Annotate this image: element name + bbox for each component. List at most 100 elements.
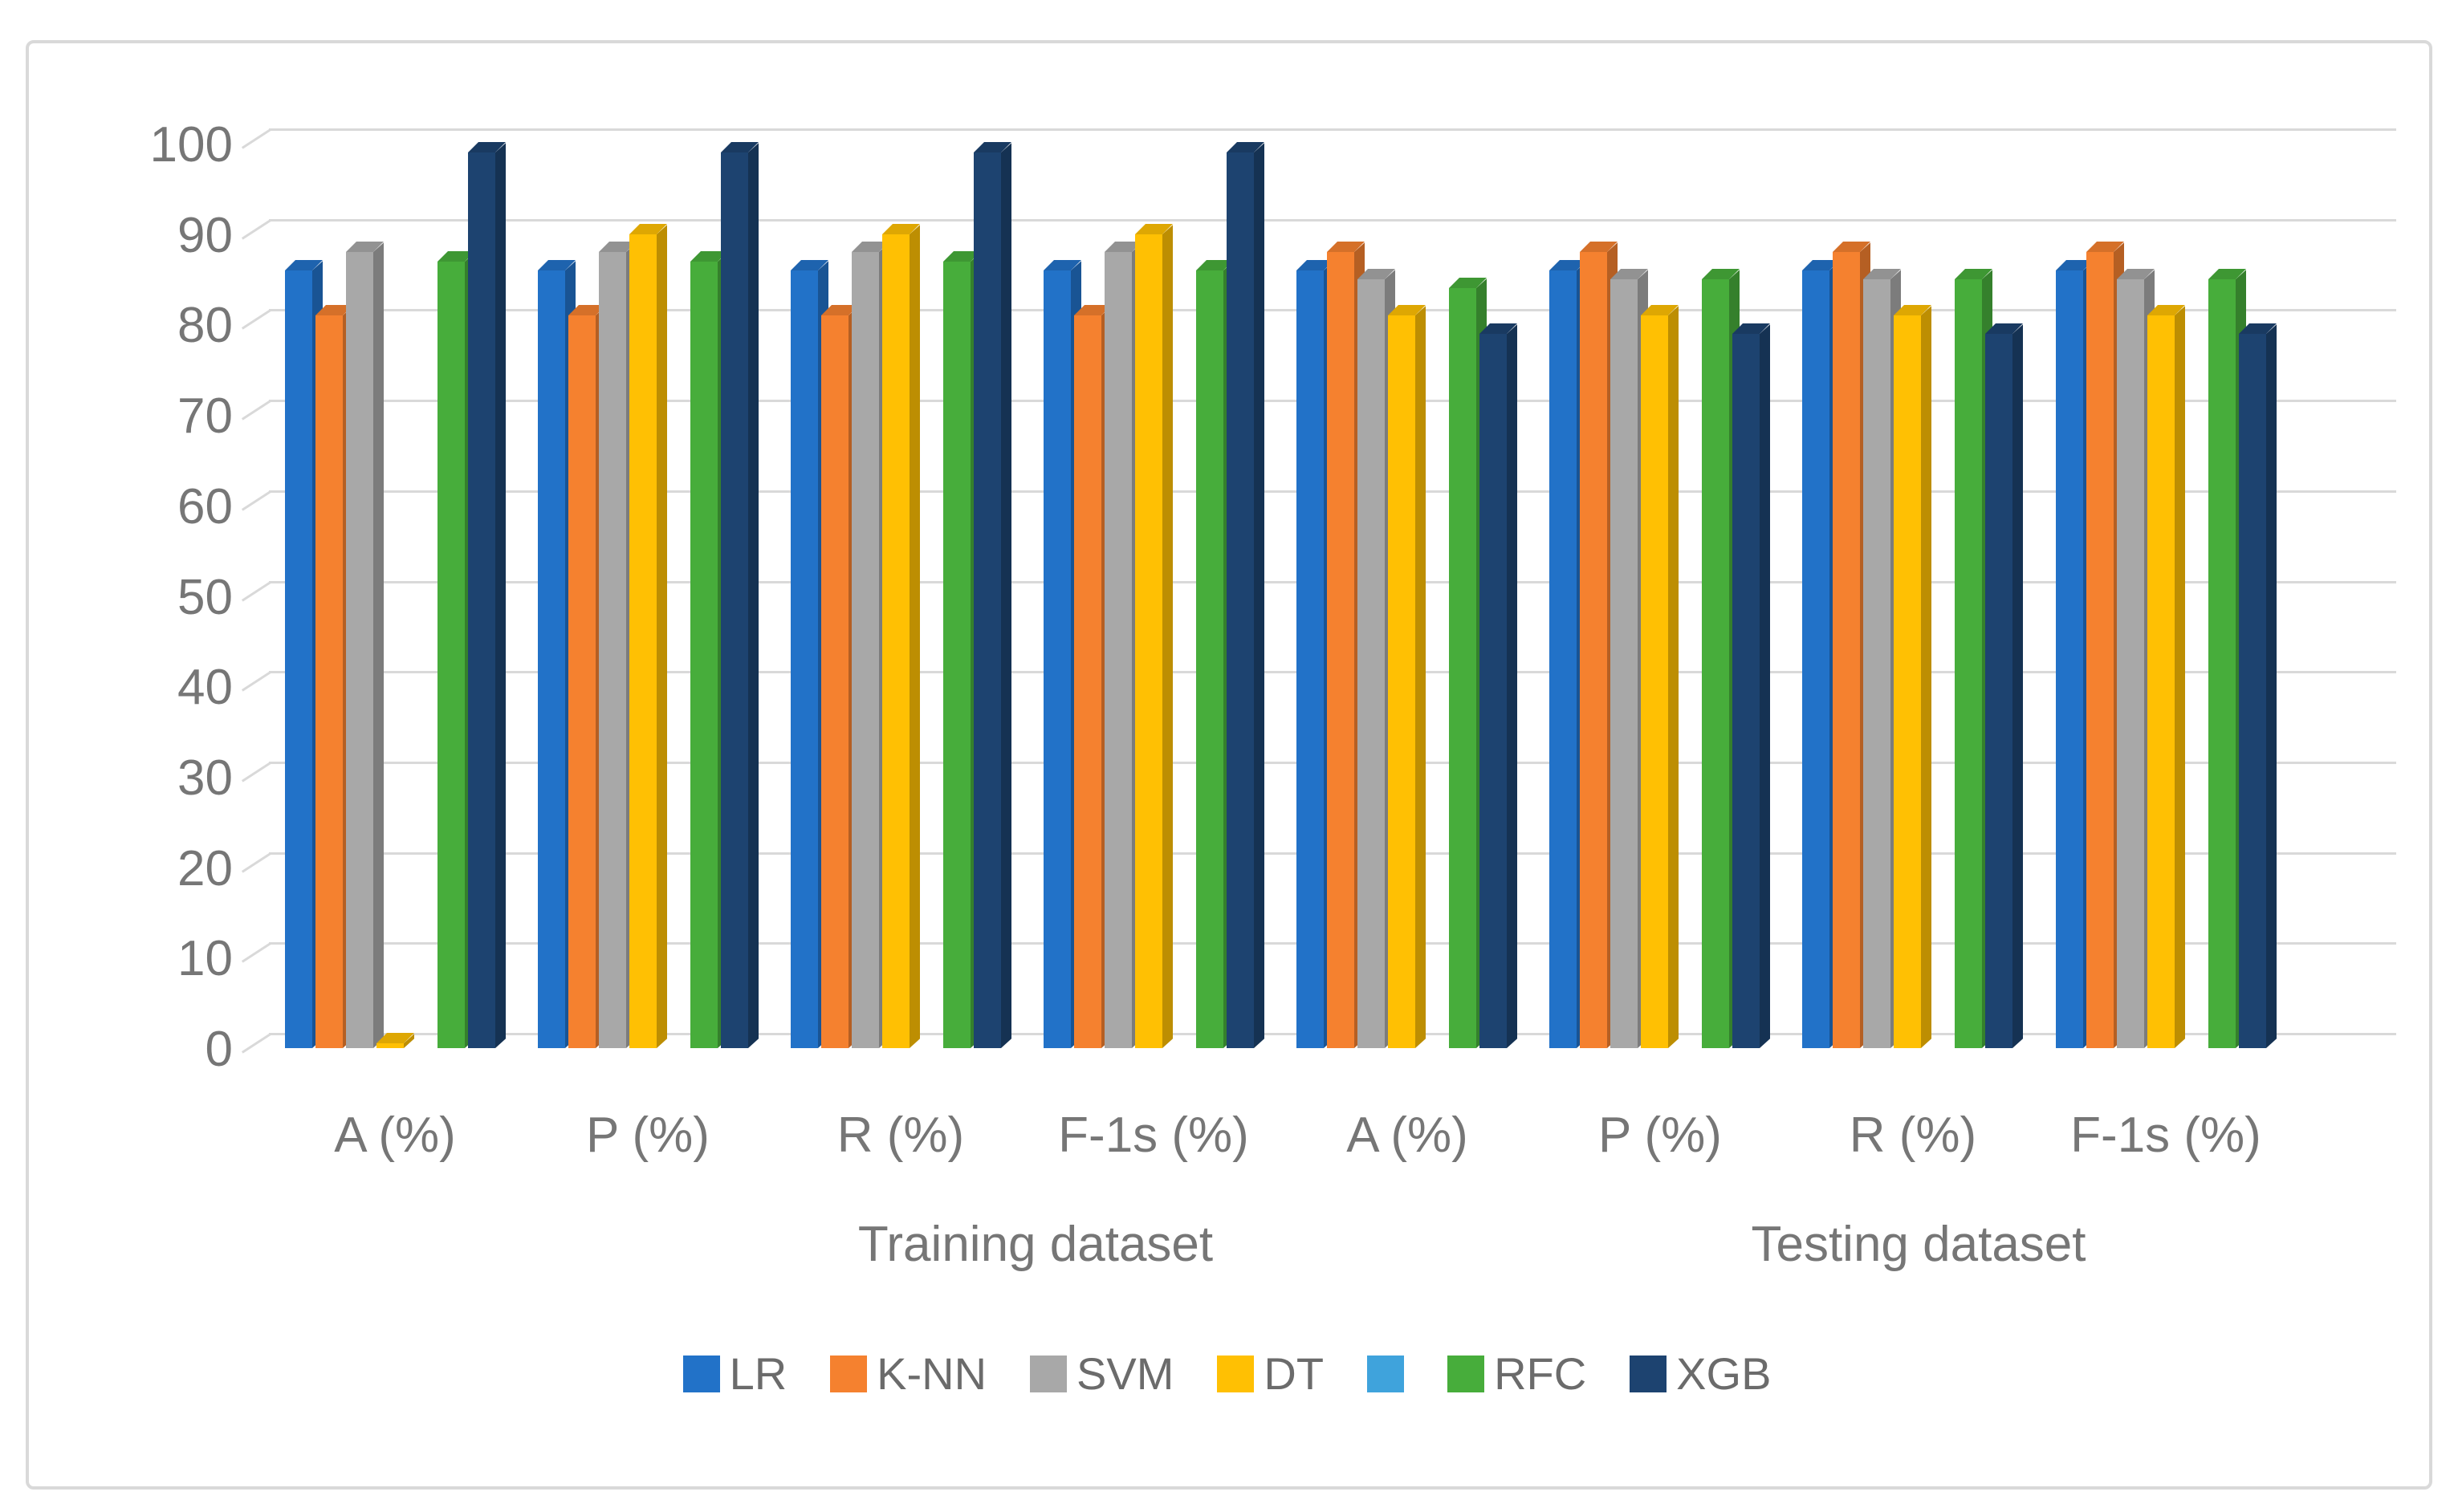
bar-side-face [2012, 324, 2023, 1048]
legend-label: DT [1264, 1348, 1325, 1399]
legend-item-SVM: SVM [1030, 1351, 1174, 1396]
legend-item-XGB: XGB [1630, 1351, 1771, 1396]
y-axis-tick [241, 762, 271, 782]
y-tick-label: 100 [149, 117, 233, 173]
bar-side-face [1921, 306, 1931, 1048]
bar-side-face [1760, 324, 1770, 1048]
bar-DT-group4 [1388, 305, 1426, 1048]
bar-SVM-group2 [852, 242, 889, 1048]
y-axis-tick [241, 671, 271, 692]
y-tick-label: 50 [177, 569, 233, 625]
bar-RFC-group2 [943, 251, 981, 1048]
legend-label: SVM [1076, 1348, 1174, 1399]
bar-SVM-group1 [599, 242, 637, 1048]
y-axis-tick [241, 490, 271, 511]
legend: LR K-NN SVM DT RFC XGB [0, 1351, 2454, 1396]
legend-swatch-empty [1367, 1356, 1405, 1392]
bar-K-NN-group5 [1580, 242, 1618, 1048]
bar-LR-group2 [791, 260, 828, 1048]
legend-item-RFC: RFC [1447, 1351, 1586, 1396]
group-label: P (%) [1598, 1108, 1722, 1163]
bar-LR-group4 [1296, 260, 1334, 1048]
legend-item-LR: LR [682, 1351, 787, 1396]
legend-swatch-DT [1217, 1356, 1255, 1392]
bar-XGB-group0 [468, 142, 506, 1048]
bar-side-face [910, 225, 920, 1049]
bar-LR-group0 [285, 260, 323, 1048]
bar-LR-group6 [1802, 260, 1840, 1048]
bar-side-face [2175, 306, 2185, 1048]
bar-side-face [657, 225, 667, 1049]
bar-RFC-group5 [1702, 269, 1740, 1048]
y-tick-label: 80 [177, 298, 233, 354]
bar-SVM-group5 [1610, 269, 1648, 1048]
bar-RFC-group4 [1449, 278, 1487, 1048]
bar-SVM-group3 [1105, 242, 1142, 1048]
y-tick-label: 30 [177, 750, 233, 806]
bar-XGB-group7 [2239, 323, 2277, 1048]
group-label: A (%) [334, 1108, 456, 1163]
y-tick-label: 0 [205, 1022, 233, 1077]
bar-K-NN-group6 [1833, 242, 1870, 1048]
bar-LR-group3 [1044, 260, 1081, 1048]
bar-SVM-group4 [1357, 269, 1395, 1048]
bar-side-face [748, 143, 759, 1048]
legend-item-DT: DT [1217, 1351, 1324, 1396]
bar-XGB-group5 [1732, 323, 1770, 1048]
group-label: F-1s (%) [1058, 1108, 1249, 1163]
bar-side-face [1507, 324, 1517, 1048]
legend-label: RFC [1494, 1348, 1587, 1399]
y-axis-tick [241, 942, 271, 963]
bar-DT-group0 [376, 1033, 414, 1048]
bar-RFC-group3 [1196, 260, 1234, 1048]
bar-XGB-group1 [721, 142, 759, 1048]
bar-SVM-group6 [1863, 269, 1901, 1048]
bar-side-face [2266, 324, 2277, 1048]
legend-item-empty [1367, 1356, 1405, 1392]
group-label: R (%) [836, 1108, 965, 1163]
bar-K-NN-group1 [568, 305, 606, 1048]
bar-XGB-group6 [1985, 323, 2023, 1048]
y-axis-tick [241, 1033, 271, 1054]
bar-side-face [373, 242, 384, 1048]
gridline [269, 128, 2396, 131]
bar-side-face [1162, 225, 1173, 1049]
bar-DT-group7 [2147, 305, 2185, 1048]
bar-SVM-group7 [2117, 269, 2155, 1048]
legend-label: K-NN [877, 1348, 987, 1399]
bar-XGB-group3 [1227, 142, 1264, 1048]
bar-K-NN-group0 [315, 305, 353, 1048]
y-axis-tick [241, 400, 271, 421]
legend-swatch-RFC [1447, 1356, 1485, 1392]
y-axis-tick [241, 580, 271, 602]
gridline [269, 218, 2396, 222]
bar-K-NN-group3 [1074, 305, 1112, 1048]
bar-side-face [495, 143, 506, 1048]
bar-DT-group6 [1894, 305, 1931, 1048]
legend-item-K-NN: K-NN [830, 1351, 987, 1396]
bar-RFC-group0 [437, 251, 475, 1048]
y-tick-label: 10 [177, 931, 233, 987]
y-tick-label: 70 [177, 388, 233, 445]
bar-K-NN-group2 [821, 305, 859, 1048]
bar-side-face [1254, 143, 1264, 1048]
bar-XGB-group4 [1479, 323, 1517, 1048]
bar-DT-group3 [1135, 224, 1173, 1049]
bar-side-face [1415, 306, 1426, 1048]
bar-XGB-group2 [974, 142, 1011, 1048]
dataset-label: Testing dataset [1751, 1217, 2086, 1272]
legend-swatch-SVM [1030, 1356, 1068, 1392]
bar-LR-group1 [538, 260, 576, 1048]
dataset-label: Training dataset [857, 1217, 1214, 1272]
bar-K-NN-group4 [1327, 242, 1365, 1048]
bar-LR-group5 [1549, 260, 1587, 1048]
bar-RFC-group7 [2208, 269, 2246, 1048]
group-label: P (%) [586, 1108, 710, 1163]
bar-side-face [1668, 306, 1679, 1048]
bar-RFC-group1 [690, 251, 728, 1048]
y-tick-label: 90 [177, 207, 233, 263]
group-label: R (%) [1849, 1108, 1977, 1163]
y-axis-tick [241, 309, 271, 331]
legend-swatch-LR [682, 1356, 720, 1392]
